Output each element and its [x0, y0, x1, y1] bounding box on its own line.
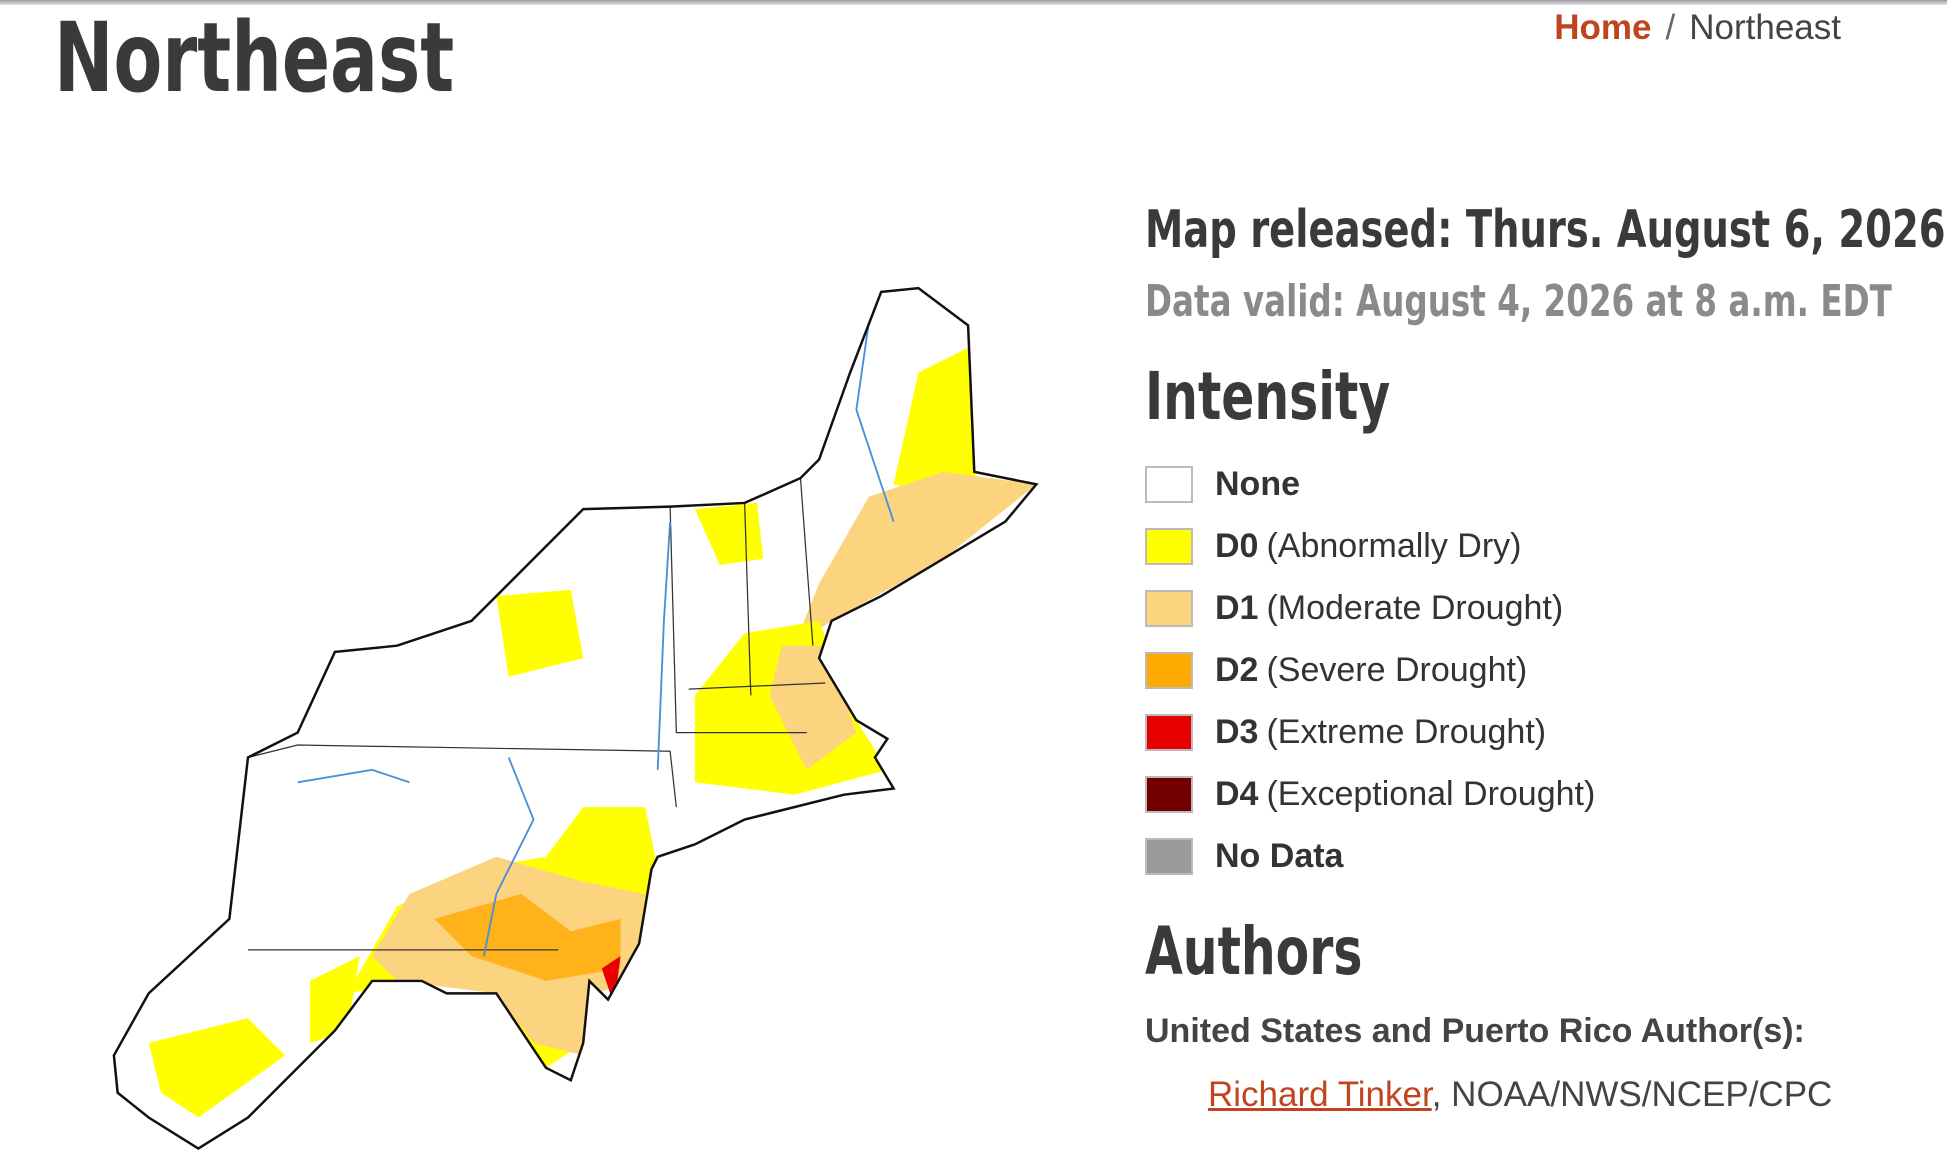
legend-description: (Exceptional Drought)	[1266, 774, 1596, 813]
top-bar	[0, 0, 1947, 5]
legend-item: D1 (Moderate Drought)	[1145, 577, 1595, 639]
legend-item: None	[1145, 453, 1595, 515]
author-link[interactable]: Richard Tinker	[1208, 1075, 1432, 1114]
home-link[interactable]: Home	[1554, 8, 1652, 47]
legend-description: (Moderate Drought)	[1266, 588, 1564, 627]
legend-swatch	[1145, 465, 1193, 503]
legend-swatch	[1145, 713, 1193, 751]
breadcrumb-separator: /	[1665, 8, 1676, 47]
legend-swatch	[1145, 775, 1193, 813]
legend-description: (Severe Drought)	[1266, 650, 1528, 689]
legend-description: (Abnormally Dry)	[1266, 526, 1522, 565]
legend-code: D0	[1215, 526, 1259, 565]
map-released: Map released: Thurs. August 6, 2026	[1145, 200, 1946, 260]
legend-label: None	[1215, 464, 1300, 503]
author-line: Richard Tinker, NOAA/NWS/NCEP/CPC	[1208, 1075, 1832, 1115]
legend-label: No Data	[1215, 836, 1344, 875]
breadcrumb: Home / Northeast	[1554, 8, 1841, 48]
legend-code: D2	[1215, 650, 1259, 689]
legend: None D0 (Abnormally Dry) D1 (Moderate Drough…	[1145, 453, 1595, 887]
legend-code: D3	[1215, 712, 1259, 751]
legend-item: D3 (Extreme Drought)	[1145, 701, 1595, 763]
legend-item: D2 (Severe Drought)	[1145, 639, 1595, 701]
state-lines	[247, 478, 826, 951]
legend-swatch	[1145, 651, 1193, 689]
page-title: Northeast	[54, 2, 455, 114]
legend-swatch	[1145, 589, 1193, 627]
drought-map	[112, 286, 1038, 1150]
legend-code: D1	[1215, 588, 1259, 627]
authors-heading: Authors	[1145, 913, 1363, 990]
author-affiliation: , NOAA/NWS/NCEP/CPC	[1431, 1075, 1833, 1114]
breadcrumb-current: Northeast	[1689, 8, 1841, 47]
rivers	[297, 322, 895, 957]
legend-swatch	[1145, 527, 1193, 565]
drought-areas	[148, 347, 1037, 1118]
data-valid: Data valid: August 4, 2026 at 8 a.m. EDT	[1145, 276, 1892, 327]
legend-item: D4 (Exceptional Drought)	[1145, 763, 1595, 825]
legend-item: D0 (Abnormally Dry)	[1145, 515, 1595, 577]
legend-item: No Data	[1145, 825, 1595, 887]
legend-code: D4	[1215, 774, 1259, 813]
intensity-heading: Intensity	[1145, 358, 1391, 435]
legend-description: (Extreme Drought)	[1266, 712, 1547, 751]
legend-swatch	[1145, 837, 1193, 875]
authors-subheading: United States and Puerto Rico Author(s):	[1145, 1012, 1805, 1050]
